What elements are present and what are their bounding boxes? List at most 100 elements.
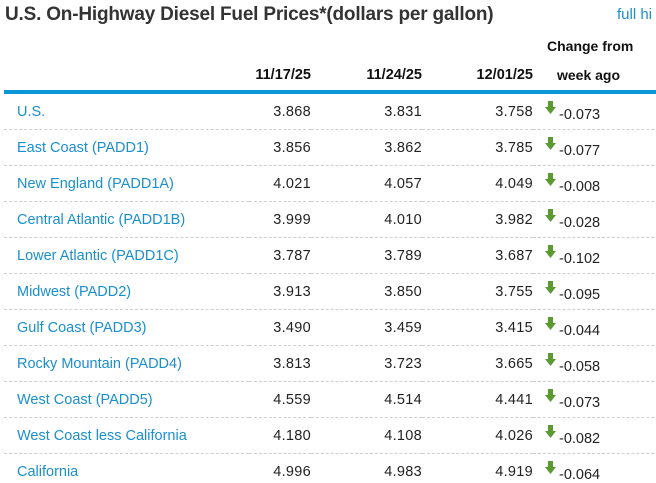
price-date-2: 4.514 <box>311 381 422 418</box>
weekly-change-value: -0.073 <box>559 394 601 411</box>
page-title: U.S. On-Highway Diesel Fuel Prices*(doll… <box>5 4 494 25</box>
region-link[interactable]: West Coast less California <box>4 417 249 454</box>
price-date-2: 4.010 <box>311 201 422 238</box>
header-date-2: 11/24/25 <box>311 28 422 94</box>
down-arrow-icon <box>545 100 556 114</box>
price-date-1: 4.021 <box>249 165 311 202</box>
price-date-2: 3.723 <box>311 345 422 382</box>
down-arrow-icon <box>545 280 556 294</box>
price-date-3: 3.665 <box>422 345 533 382</box>
table-body: U.S. 3.868 3.831 3.758 -0.073 East Coast… <box>4 92 656 483</box>
price-date-1: 3.856 <box>249 129 311 166</box>
price-date-2: 3.789 <box>311 237 422 274</box>
weekly-change: -0.102 <box>533 237 656 274</box>
region-link[interactable]: West Coast (PADD5) <box>4 381 249 418</box>
price-date-1: 4.559 <box>249 381 311 418</box>
table-row: Central Atlantic (PADD1B) 3.999 4.010 3.… <box>4 201 656 238</box>
table-row: West Coast (PADD5) 4.559 4.514 4.441 -0.… <box>4 381 656 418</box>
down-arrow-icon <box>545 424 556 438</box>
price-date-3: 3.415 <box>422 309 533 346</box>
table-row: Rocky Mountain (PADD4) 3.813 3.723 3.665… <box>4 345 656 382</box>
price-date-1: 3.913 <box>249 273 311 310</box>
table-header-row: 11/17/25 11/24/25 12/01/25 Change from w… <box>4 28 656 94</box>
price-date-2: 4.108 <box>311 417 422 454</box>
weekly-change: -0.073 <box>533 381 656 418</box>
down-arrow-icon <box>545 136 556 150</box>
down-arrow-icon <box>545 352 556 366</box>
header-region <box>4 28 249 94</box>
region-link[interactable]: Lower Atlantic (PADD1C) <box>4 237 249 274</box>
price-date-3: 4.049 <box>422 165 533 202</box>
weekly-change: -0.028 <box>533 201 656 238</box>
weekly-change-value: -0.073 <box>559 106 601 123</box>
weekly-change: -0.095 <box>533 273 656 310</box>
down-arrow-icon <box>545 388 556 402</box>
diesel-price-table-container: 11/17/25 11/24/25 12/01/25 Change from w… <box>4 28 656 483</box>
weekly-change-value: -0.028 <box>559 214 601 231</box>
price-date-3: 3.982 <box>422 201 533 238</box>
region-link[interactable]: New England (PADD1A) <box>4 165 249 202</box>
weekly-change-value: -0.044 <box>559 322 601 339</box>
full-history-link[interactable]: full hi <box>617 6 653 23</box>
region-link[interactable]: U.S. <box>4 92 249 130</box>
price-date-2: 3.831 <box>311 92 422 130</box>
weekly-change: -0.058 <box>533 345 656 382</box>
price-date-1: 3.490 <box>249 309 311 346</box>
table-row: Gulf Coast (PADD3) 3.490 3.459 3.415 -0.… <box>4 309 656 346</box>
price-date-2: 3.459 <box>311 309 422 346</box>
diesel-price-table: 11/17/25 11/24/25 12/01/25 Change from w… <box>4 28 656 483</box>
down-arrow-icon <box>545 172 556 186</box>
header-change-line-1: Change from <box>547 38 634 54</box>
weekly-change: -0.064 <box>533 453 656 483</box>
table-row: New England (PADD1A) 4.021 4.057 4.049 -… <box>4 165 656 202</box>
weekly-change: -0.044 <box>533 309 656 346</box>
table-row: U.S. 3.868 3.831 3.758 -0.073 <box>4 92 656 130</box>
price-date-3: 4.026 <box>422 417 533 454</box>
weekly-change-value: -0.064 <box>559 466 601 483</box>
weekly-change-value: -0.095 <box>559 286 601 303</box>
down-arrow-icon <box>545 316 556 330</box>
header-date-3: 12/01/25 <box>422 28 533 94</box>
weekly-change: -0.008 <box>533 165 656 202</box>
weekly-change: -0.073 <box>533 92 656 130</box>
price-date-1: 3.813 <box>249 345 311 382</box>
price-date-3: 3.755 <box>422 273 533 310</box>
weekly-change-value: -0.008 <box>559 178 601 195</box>
table-row: Lower Atlantic (PADD1C) 3.787 3.789 3.68… <box>4 237 656 274</box>
price-date-2: 4.057 <box>311 165 422 202</box>
price-date-1: 3.868 <box>249 92 311 130</box>
region-link[interactable]: Gulf Coast (PADD3) <box>4 309 249 346</box>
price-date-1: 4.996 <box>249 453 311 483</box>
down-arrow-icon <box>545 208 556 222</box>
weekly-change-value: -0.077 <box>559 142 601 159</box>
price-date-1: 3.787 <box>249 237 311 274</box>
price-date-3: 3.785 <box>422 129 533 166</box>
price-date-3: 3.687 <box>422 237 533 274</box>
table-row: Midwest (PADD2) 3.913 3.850 3.755 -0.095 <box>4 273 656 310</box>
price-date-3: 3.758 <box>422 92 533 130</box>
down-arrow-icon <box>545 460 556 474</box>
down-arrow-icon <box>545 244 556 258</box>
region-link[interactable]: California <box>4 453 249 483</box>
price-date-1: 4.180 <box>249 417 311 454</box>
weekly-change-value: -0.102 <box>559 250 601 267</box>
region-link[interactable]: Rocky Mountain (PADD4) <box>4 345 249 382</box>
region-link[interactable]: Central Atlantic (PADD1B) <box>4 201 249 238</box>
price-date-2: 3.850 <box>311 273 422 310</box>
weekly-change: -0.077 <box>533 129 656 166</box>
weekly-change-value: -0.082 <box>559 430 601 447</box>
region-link[interactable]: East Coast (PADD1) <box>4 129 249 166</box>
weekly-change-value: -0.058 <box>559 358 601 375</box>
price-date-1: 3.999 <box>249 201 311 238</box>
header-date-1: 11/17/25 <box>249 28 311 94</box>
price-date-2: 4.983 <box>311 453 422 483</box>
header-change-line-2: week ago <box>557 67 621 83</box>
price-date-3: 4.919 <box>422 453 533 483</box>
price-date-3: 4.441 <box>422 381 533 418</box>
table-row: West Coast less California 4.180 4.108 4… <box>4 417 656 454</box>
table-row: East Coast (PADD1) 3.856 3.862 3.785 -0.… <box>4 129 656 166</box>
header-change: Change from week ago <box>533 28 656 94</box>
weekly-change: -0.082 <box>533 417 656 454</box>
price-date-2: 3.862 <box>311 129 422 166</box>
region-link[interactable]: Midwest (PADD2) <box>4 273 249 310</box>
